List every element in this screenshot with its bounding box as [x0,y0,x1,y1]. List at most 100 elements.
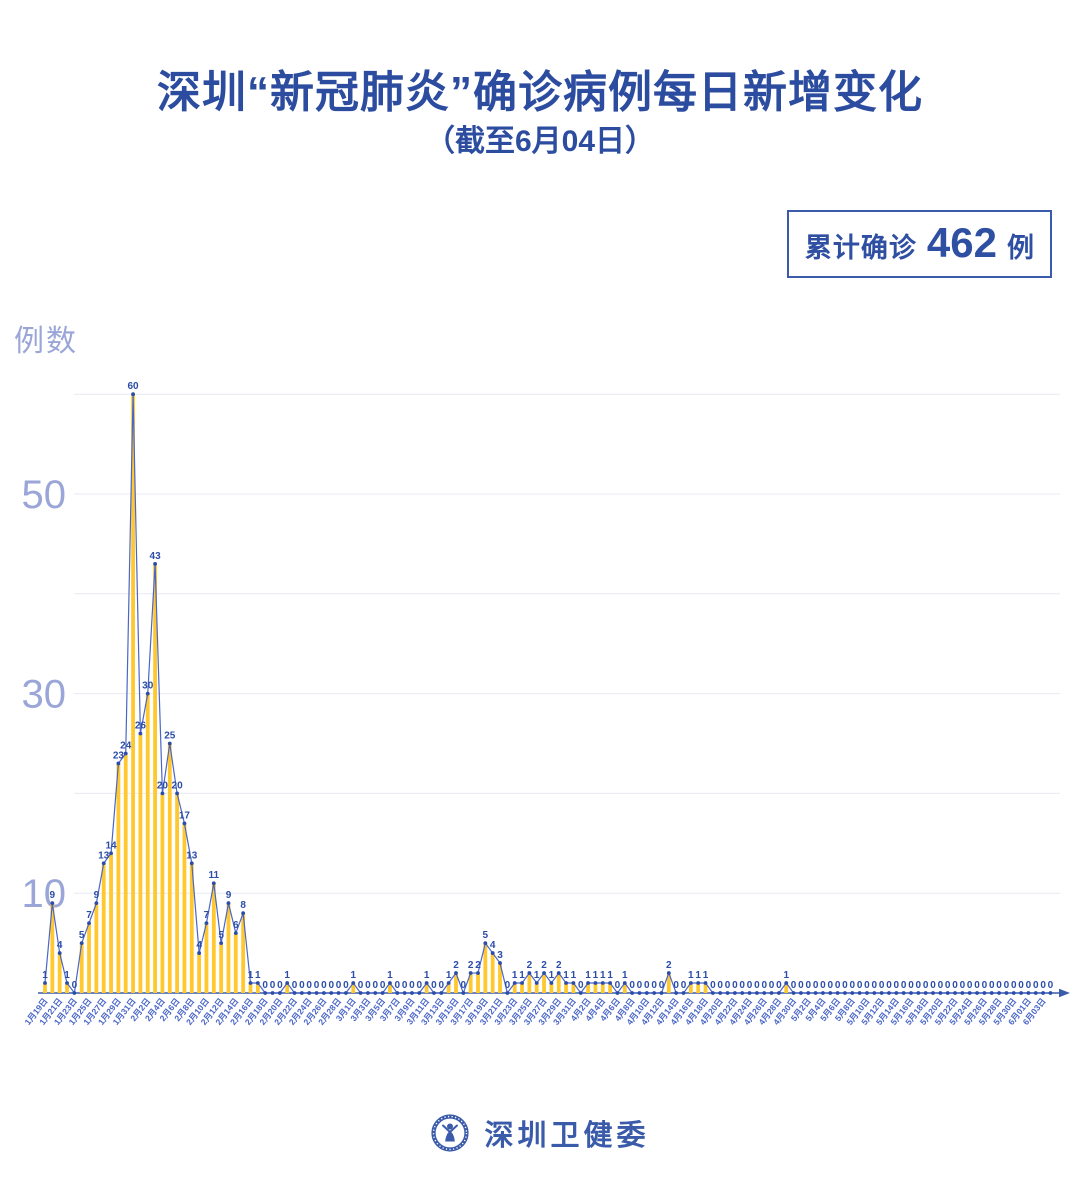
data-point [285,981,290,985]
data-point [388,981,392,985]
data-label: 24 [120,740,132,751]
data-label: 0 [394,980,400,991]
page-subtitle: （截至6月04日） [424,125,656,158]
data-point [498,961,502,965]
data-point [997,991,1001,995]
data-label: 0 [769,980,775,991]
data-point [777,991,781,995]
data-label: 1 [64,970,70,981]
data-point [329,991,334,995]
bar [454,973,458,993]
data-label: 1 [585,970,591,981]
data-point [490,951,495,955]
data-label: 0 [380,980,386,991]
bar [248,983,253,993]
data-label: 0 [659,980,665,991]
bar [109,853,113,993]
bar [542,973,546,993]
data-point [1004,991,1009,995]
data-label: 1 [563,970,569,981]
bar [424,983,429,993]
bar [498,963,502,993]
data-point [219,941,224,945]
data-label: 1 [446,970,452,981]
data-point [600,981,605,985]
data-point [395,991,400,995]
data-point [505,991,510,995]
bar [564,983,568,993]
data-point [549,981,554,985]
data-label: 2 [666,960,672,971]
data-point [468,971,473,975]
data-point [145,691,150,696]
data-point [65,981,69,985]
data-point [909,991,913,995]
data-point [109,851,113,856]
data-point [901,991,906,995]
data-point [784,981,789,985]
bar [233,933,238,993]
badge-unit: 例 [1007,233,1034,263]
data-label: 0 [916,980,922,991]
data-label: 0 [739,980,745,991]
data-point [292,991,297,995]
data-label: 0 [1018,980,1024,991]
data-point [615,991,620,995]
data-point [446,981,451,985]
data-label: 0 [886,980,892,991]
data-point [630,991,635,995]
data-point [439,991,444,995]
data-label: 1 [255,970,261,981]
data-label: 1 [519,970,525,981]
bar [608,983,613,993]
data-label: 7 [204,910,210,921]
bar [556,973,561,993]
data-label: 0 [505,980,511,991]
data-label: 0 [710,980,716,991]
data-point [182,821,187,826]
data-point [175,791,180,796]
data-point [608,981,613,985]
data-label: 0 [365,980,371,991]
data-point [923,991,928,995]
data-point [696,981,701,985]
data-label: 5 [483,930,489,941]
data-point [366,991,370,995]
data-label: 1 [248,970,254,981]
bar [688,983,693,993]
data-point [483,941,488,945]
data-label: 2 [468,960,474,971]
data-point [248,981,253,985]
data-label: 4 [196,940,202,951]
data-label: 1 [607,970,613,981]
bar [131,394,135,993]
bar [446,983,451,993]
data-label: 0 [879,980,885,991]
data-point [351,981,356,985]
bar [696,983,701,993]
bar [94,903,99,993]
data-label: 1 [512,970,518,981]
data-label: 1 [703,970,709,981]
bar [226,903,231,993]
bar [534,983,539,993]
data-label: 0 [578,980,584,991]
data-point [637,991,642,995]
data-label: 5 [218,930,224,941]
data-point [204,921,209,926]
data-point [556,971,561,975]
data-label: 0 [336,980,342,991]
data-point [343,991,348,995]
data-label: 0 [974,980,980,991]
data-point [747,991,752,995]
data-point [270,991,275,995]
data-label: 11 [209,870,220,881]
data-point [380,991,385,995]
data-point [1033,991,1038,995]
data-point [336,991,341,995]
data-point [321,991,326,995]
data-point [1026,991,1031,995]
data-point [1041,991,1046,995]
bar [123,753,128,993]
